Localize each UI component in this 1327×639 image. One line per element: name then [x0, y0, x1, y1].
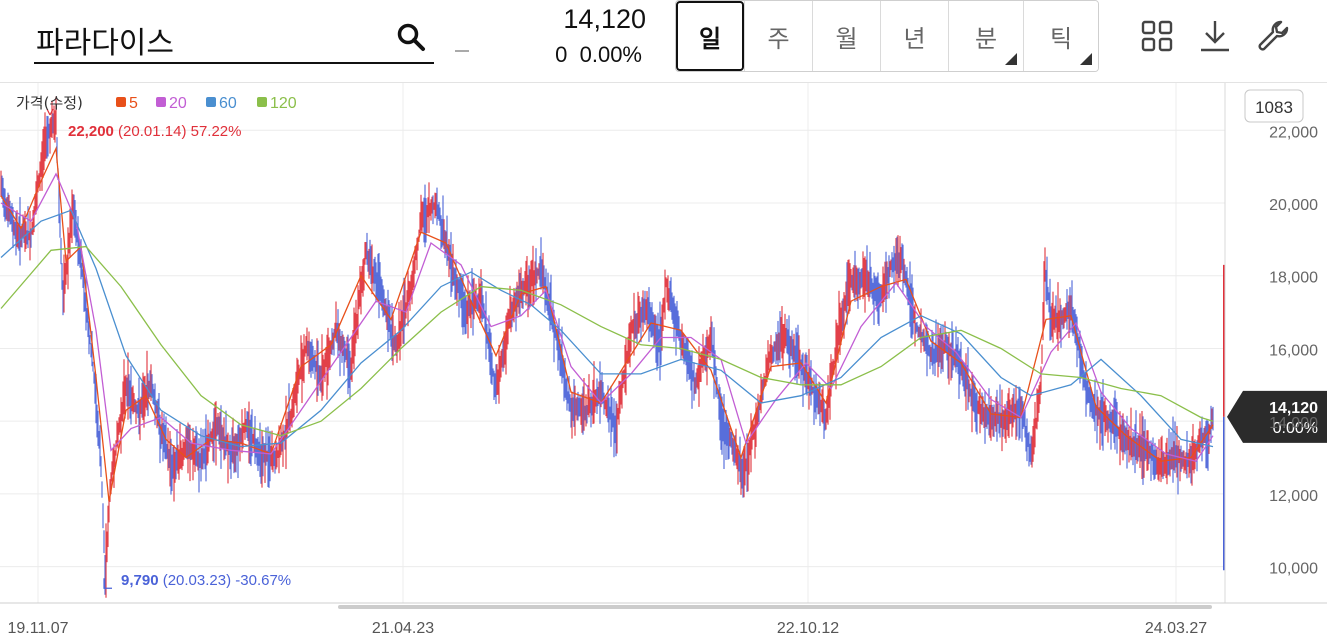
ma-line-5: [0, 146, 1214, 502]
price-change: 0 0.00%: [520, 42, 642, 68]
chart-axes: 22,000 20,000 18,000 16,000 14,000 12,000 10,0…: [0, 83, 1327, 637]
chart-annotations: 22,200 (20.01.14) 57.22% 9,790 (20.03.23)…: [46, 108, 1327, 589]
legend-label-120: 120: [270, 95, 297, 112]
y-tick-label: 16,000: [1269, 342, 1318, 359]
legend-title: 가격(수정): [16, 94, 83, 112]
count-badge-label: 1083: [1255, 98, 1293, 117]
tab-label: 분: [974, 24, 998, 53]
high-price: 22,200: [68, 123, 114, 140]
tab-1[interactable]: 주: [744, 1, 812, 71]
low-price: 9,790: [121, 572, 159, 589]
chart-background: [0, 83, 1327, 639]
current-price-pct: 0.00%: [1273, 420, 1318, 437]
wrench-icon[interactable]: [1255, 18, 1291, 54]
chart-header: 파라다이스 14,120 0 0.00% 일 주 월 년 분 틱: [0, 0, 1327, 83]
stock-name[interactable]: 파라다이스: [36, 26, 174, 61]
high-marker-icon: [46, 108, 54, 116]
grid-icon[interactable]: [1139, 18, 1175, 54]
legend-swatch-60: [206, 97, 216, 107]
high-date: (20.01.14) 57.22%: [114, 123, 242, 140]
legend-swatch-120: [257, 97, 267, 107]
x-tick-label: 22.10.12: [777, 620, 839, 637]
ma-line-120: [0, 245, 1214, 437]
count-badge: [1244, 89, 1304, 123]
low-label: 9,790 (20.03.23) -30.67%: [121, 572, 291, 589]
y-tick-label: 14,000: [1269, 415, 1318, 432]
legend-label-5: 5: [129, 95, 138, 112]
tab-0[interactable]: 일: [676, 1, 744, 71]
high-label: 22,200 (20.01.14) 57.22%: [68, 123, 241, 140]
tab-3[interactable]: 년: [880, 1, 948, 71]
y-tick-label: 20,000: [1269, 197, 1318, 214]
legend-label-60: 60: [219, 95, 237, 112]
tab-label: 월: [835, 24, 858, 53]
stock-search-box[interactable]: 파라다이스: [34, 12, 434, 64]
ma-line-60: [0, 209, 1214, 448]
current-price-label: 14,120: [1269, 400, 1318, 417]
change-percent: 0.00%: [579, 42, 642, 67]
legend-swatch-20: [156, 97, 166, 107]
scrollbar-thumb: [338, 605, 1212, 609]
current-price: 14,120: [563, 4, 646, 34]
legend-swatch-5: [116, 97, 126, 107]
search-icon[interactable]: [396, 22, 426, 52]
x-tick-label: 24.03.27: [1145, 620, 1207, 637]
change-value: 0: [555, 42, 568, 67]
tab-label: 년: [903, 24, 926, 53]
current-price-tag: [1227, 390, 1327, 443]
download-icon[interactable]: [1197, 18, 1233, 54]
menu-corner-icon: [1005, 53, 1017, 65]
legend-label-20: 20: [169, 95, 187, 112]
low-marker-icon: [103, 578, 112, 589]
tab-label: 일: [698, 24, 722, 53]
y-tick-label: 22,000: [1269, 124, 1318, 141]
separator-dash: [455, 50, 469, 52]
x-tick-label: 21.04.23: [372, 620, 434, 637]
ma-line-20: [0, 172, 1214, 462]
chart-legend: 가격(수정) 5 20 60 120: [16, 94, 297, 112]
price-chart[interactable]: 22,200 (20.01.14) 57.22% 9,790 (20.03.23)…: [0, 83, 1327, 639]
tab-5[interactable]: 틱: [1023, 1, 1098, 71]
chart-series: [0, 96, 1214, 598]
low-date: (20.03.23) -30.67%: [159, 572, 292, 589]
tab-2[interactable]: 월: [812, 1, 880, 71]
y-tick-label: 12,000: [1269, 488, 1318, 505]
tab-label: 틱: [1049, 24, 1073, 53]
x-tick-label: 19.11.07: [7, 620, 68, 637]
tab-4[interactable]: 분: [948, 1, 1023, 71]
y-tick-label: 10,000: [1269, 561, 1318, 578]
tab-label: 주: [767, 24, 790, 53]
y-tick-label: 18,000: [1269, 270, 1318, 287]
toolbar: [1139, 18, 1291, 54]
chart-grid: [0, 83, 1225, 603]
menu-corner-icon: [1080, 53, 1092, 65]
